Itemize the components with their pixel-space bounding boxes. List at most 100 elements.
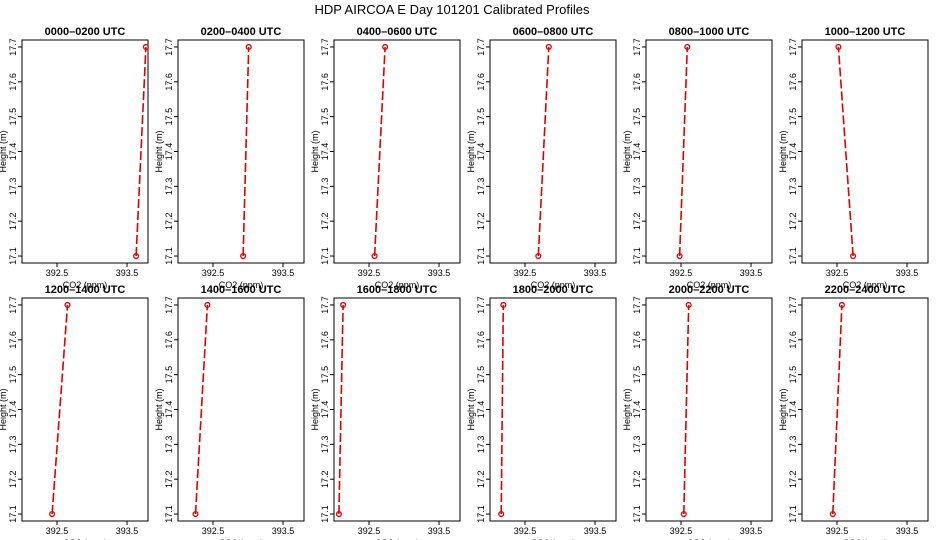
- x-tick-label: 392.5: [46, 268, 69, 278]
- profile-panel: 1200–1400 UTC 392.5 393.5 CO2 (ppm) 17.1 17.2…: [0, 284, 149, 540]
- data-point: [142, 43, 149, 51]
- x-tick-label: 393.5: [896, 526, 919, 536]
- x-tick-label: 393.5: [740, 526, 763, 536]
- y-tick-label: 17.5: [320, 366, 330, 384]
- y-tick-label: 17.2: [8, 470, 18, 488]
- profile-line: [678, 46, 689, 257]
- data-point: [498, 510, 505, 518]
- data-point: [204, 301, 211, 309]
- y-tick-label: 17.5: [164, 366, 174, 384]
- y-tick-label: 17.7: [164, 296, 174, 314]
- y-tick-label: 17.6: [632, 73, 642, 91]
- panel-title: 0400–0600 UTC: [357, 26, 438, 38]
- profile-line: [242, 46, 250, 257]
- y-axis-label: Height (m): [154, 388, 164, 430]
- y-tick-label: 17.6: [632, 331, 642, 349]
- y-tick-label: 17.4: [8, 401, 18, 419]
- data-point: [829, 510, 836, 518]
- x-tick-label: 392.5: [46, 526, 69, 536]
- profile-line: [194, 304, 209, 515]
- figure-title: HDP AIRCOA E Day 101201 Calibrated Profi…: [314, 2, 590, 17]
- x-tick-label: 393.5: [896, 268, 919, 278]
- y-tick-label: 17.2: [788, 470, 798, 488]
- profile-panel: 2000–2200 UTC 392.5 393.5 CO2 (ppm) 17.1 17.2…: [622, 284, 773, 540]
- data-point: [192, 510, 199, 518]
- profile-line: [135, 46, 147, 257]
- plot-frame: [489, 297, 617, 522]
- panel-grid: 0000–0200 UTC 392.5 393.5 CO2 (ppm) 17.1 17.2…: [0, 26, 929, 540]
- profile-panel: 2200–2400 UTC 392.5 393.5 CO2 (ppm) 17.1 17.2…: [778, 284, 929, 540]
- y-tick-label: 17.7: [788, 38, 798, 56]
- y-tick-label: 17.1: [164, 247, 174, 265]
- y-tick-label: 17.1: [788, 247, 798, 265]
- data-point: [64, 301, 71, 309]
- x-tick-label: 393.5: [116, 268, 139, 278]
- data-point: [500, 301, 507, 309]
- plot-frame: [21, 297, 149, 522]
- y-tick-label: 17.1: [788, 505, 798, 523]
- y-tick-label: 17.1: [8, 247, 18, 265]
- y-tick-label: 17.3: [320, 178, 330, 196]
- y-tick-label: 17.6: [8, 73, 18, 91]
- profile-panel: 0200–0400 UTC 392.5 393.5 CO2 (ppm) 17.1 17.2…: [154, 26, 305, 290]
- y-tick-label: 17.4: [476, 143, 486, 161]
- x-axis-label: CO2 (ppm): [63, 280, 108, 290]
- x-tick-label: 393.5: [584, 268, 607, 278]
- x-axis-label: CO2 (ppm): [219, 280, 264, 290]
- y-tick-label: 17.4: [632, 401, 642, 419]
- data-point: [371, 252, 378, 260]
- profile-line: [832, 304, 843, 515]
- y-tick-label: 17.5: [788, 366, 798, 384]
- y-tick-label: 17.5: [8, 108, 18, 126]
- y-tick-label: 17.4: [632, 143, 642, 161]
- data-point: [340, 301, 347, 309]
- y-tick-label: 17.4: [8, 143, 18, 161]
- panel-title: 0000–0200 UTC: [45, 26, 126, 38]
- y-tick-label: 17.3: [788, 178, 798, 196]
- data-point: [535, 252, 542, 260]
- profile-line: [338, 304, 344, 515]
- plot-frame: [801, 297, 929, 522]
- y-tick-label: 17.7: [320, 38, 330, 56]
- y-tick-label: 17.7: [8, 38, 18, 56]
- y-tick-label: 17.5: [476, 108, 486, 126]
- data-point: [335, 510, 342, 518]
- data-point: [684, 43, 691, 51]
- x-tick-label: 392.5: [670, 268, 693, 278]
- profile-panel: 1800–2000 UTC 392.5 393.5 CO2 (ppm) 17.1 17.2…: [466, 284, 617, 540]
- y-tick-label: 17.6: [788, 331, 798, 349]
- y-tick-label: 17.2: [476, 212, 486, 230]
- profile-panel: 1400–1600 UTC 392.5 393.5 CO2 (ppm) 17.1 17.2…: [154, 284, 305, 540]
- plot-frame: [645, 39, 773, 264]
- x-tick-label: 392.5: [358, 268, 381, 278]
- x-tick-label: 393.5: [740, 268, 763, 278]
- y-tick-label: 17.4: [164, 143, 174, 161]
- data-point: [838, 301, 845, 309]
- y-tick-label: 17.2: [320, 212, 330, 230]
- y-tick-label: 17.3: [164, 178, 174, 196]
- y-axis-label: Height (m): [466, 388, 476, 430]
- profile-panel: 0000–0200 UTC 392.5 393.5 CO2 (ppm) 17.1 17.2…: [0, 26, 149, 290]
- y-tick-label: 17.5: [476, 366, 486, 384]
- x-axis-label: CO2 (ppm): [843, 280, 888, 290]
- y-tick-label: 17.6: [788, 73, 798, 91]
- y-tick-label: 17.7: [476, 38, 486, 56]
- profile-line: [373, 46, 386, 257]
- y-tick-label: 17.7: [164, 38, 174, 56]
- y-tick-label: 17.1: [8, 505, 18, 523]
- x-axis-label: CO2 (ppm): [843, 538, 888, 540]
- data-point: [680, 510, 687, 518]
- plot-frame: [333, 39, 461, 264]
- panel-title: 1400–1600 UTC: [201, 284, 282, 296]
- x-axis-label: CO2 (ppm): [63, 538, 108, 540]
- x-axis-label: CO2 (ppm): [687, 538, 732, 540]
- y-tick-label: 17.2: [632, 212, 642, 230]
- x-tick-label: 392.5: [202, 268, 225, 278]
- y-axis-label: Height (m): [154, 130, 164, 172]
- panel-title: 0200–0400 UTC: [201, 26, 282, 38]
- y-axis-label: Height (m): [778, 130, 788, 172]
- y-tick-label: 17.5: [8, 366, 18, 384]
- profile-panel: 0600–0800 UTC 392.5 393.5 CO2 (ppm) 17.1 17.2…: [466, 26, 617, 290]
- y-tick-label: 17.1: [320, 247, 330, 265]
